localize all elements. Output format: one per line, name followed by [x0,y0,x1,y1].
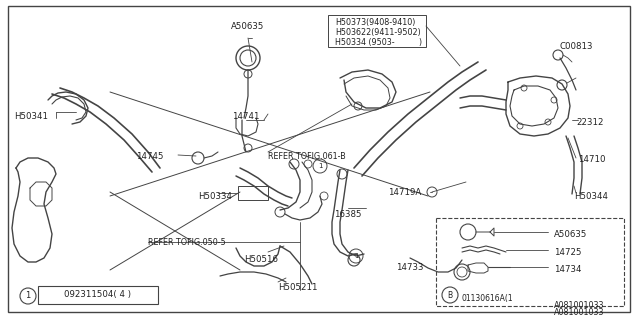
Text: 1: 1 [354,253,358,259]
Text: H50344: H50344 [574,192,608,201]
Text: H50341: H50341 [14,112,48,121]
Text: 01130616A(1: 01130616A(1 [462,294,514,303]
Text: REFER TOFIG.050-5: REFER TOFIG.050-5 [148,238,226,247]
Text: 14719A: 14719A [388,188,421,197]
Text: 14734: 14734 [554,265,582,274]
Text: 1: 1 [26,292,31,300]
Text: REFER TOFIG.061-B: REFER TOFIG.061-B [268,152,346,161]
Bar [238,186,268,200]
Text: A081001033: A081001033 [554,301,604,310]
Text: 1: 1 [317,163,323,169]
Text: 14725: 14725 [554,248,582,257]
Text: H50516: H50516 [244,255,278,264]
Text: 14745: 14745 [136,152,163,161]
Text: H50373(9408-9410): H50373(9408-9410) [335,18,415,27]
Text: H50334 (9503-: H50334 (9503- [335,38,395,47]
Text: H503622(9411-9502): H503622(9411-9502) [335,28,420,37]
Text: B: B [447,291,452,300]
Text: 22312: 22312 [576,118,604,127]
Bar [38,286,158,304]
Text: 14710: 14710 [578,155,605,164]
Text: 14733: 14733 [396,263,424,272]
Text: 092311504( 4 ): 092311504( 4 ) [65,291,131,300]
Text: H505211: H505211 [278,283,317,292]
Text: 14741: 14741 [232,112,259,121]
Text: H50334: H50334 [198,192,232,201]
Bar [328,15,426,47]
Text: A50635: A50635 [231,22,265,31]
Text: ): ) [418,38,421,47]
Text: C00813: C00813 [560,42,593,51]
Text: A081001033: A081001033 [554,308,604,317]
Text: 16385: 16385 [334,210,362,219]
Text: A50635: A50635 [554,230,588,239]
Bar [436,218,624,306]
